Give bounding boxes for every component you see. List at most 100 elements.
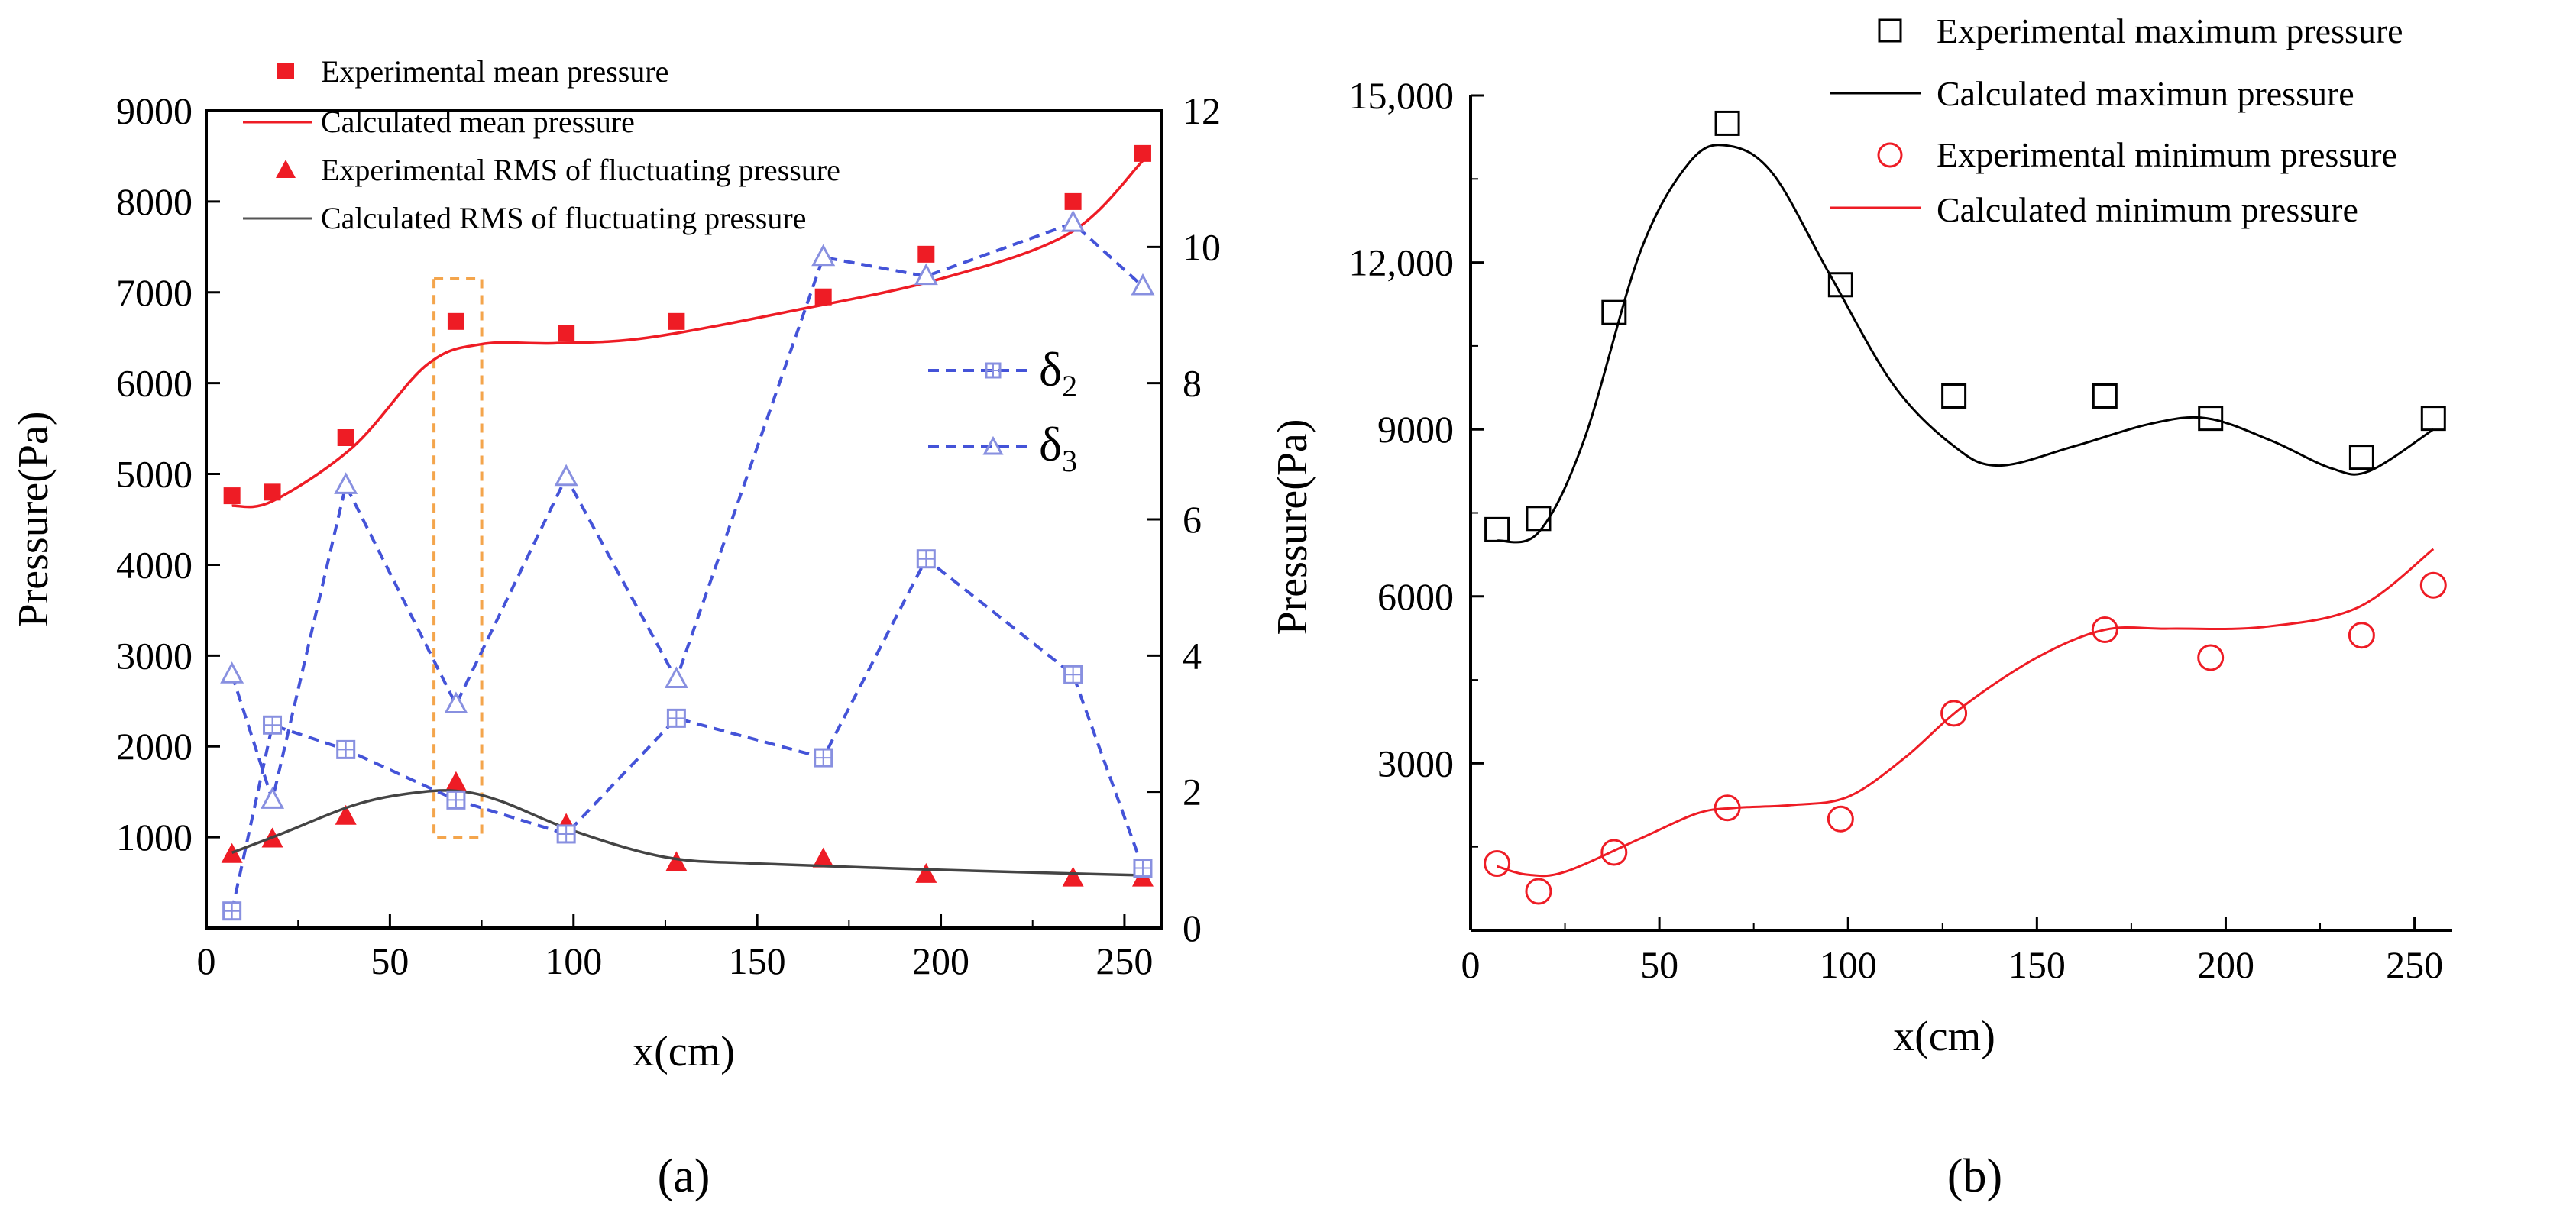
panel-b-label: (b) [1947,1150,2002,1202]
legend-marker-circle-open-red [1877,142,1903,168]
minimum-pressure-point [1600,839,1628,866]
y-tick-label: 8000 [116,180,193,223]
x-tick-label: 50 [1640,943,1678,986]
x-tick-label: 200 [2197,943,2254,986]
rms-pressure-point [1062,866,1084,887]
x-tick-label: 150 [729,939,786,982]
legend-label: Calculated maximun pressure [1937,74,2354,113]
x-tick-label: 100 [545,939,602,982]
delta3-point [334,472,358,494]
y-tick-label: 2000 [116,725,193,768]
mean-pressure-point [447,312,464,330]
mean-pressure-point [223,487,241,505]
calculated-mean-pressure-line [231,160,1144,509]
legend-label: Calculated minimum pressure [1937,190,2358,229]
legend-label: Experimental maximum pressure [1937,11,2403,50]
y-tick-label: 9000 [116,89,193,132]
rms-pressure-point [665,851,688,871]
panel-b-axes [1469,94,2452,932]
maximum-pressure-point [1601,299,1627,325]
y-tick-label: 3000 [116,634,193,677]
x-tick-label: 250 [2386,943,2443,986]
panel-a-y-tick-labels: 1000 2000 3000 4000 5000 6000 7000 8000 9000 [116,89,193,859]
mean-pressure-point [668,312,685,330]
minimum-pressure-point [1940,700,1968,727]
x-tick-label: 200 [912,939,969,982]
panel-a-label: (a) [658,1150,710,1202]
panel-b-x-axis-label: x(cm) [1893,1013,1995,1060]
minimum-pressure-point [2091,616,2118,644]
maximum-pressure-point [2348,445,2374,470]
minimum-pressure-point [1827,805,1854,833]
panel-b-y-tick-labels: 3000 6000 9000 12,000 15,000 [1349,74,1455,784]
mean-pressure-point [814,288,832,306]
delta2-legend-label: δ2 [1039,342,1077,403]
mean-pressure-point [917,245,935,263]
maximum-pressure-point [1484,516,1510,542]
x-tick-label: 0 [197,939,216,982]
panel-a-series [220,144,1155,921]
y2-tick-label: 10 [1183,225,1221,268]
legend-marker-square-open-black [1878,18,1902,43]
calculated-maximum-pressure-line [1497,144,2435,544]
delta3-point [261,787,285,809]
rms-pressure-point [445,771,467,791]
delta3-legend-marker [982,435,1004,455]
panel-a-legend: Experimental mean pressure Calculated me… [243,54,840,235]
x-tick-label: 100 [1820,943,1877,986]
rms-pressure-point [812,847,834,868]
mean-pressure-point [1064,192,1082,210]
legend-label: Experimental RMS of fluctuating pressure [321,153,840,187]
y-tick-label: 9000 [1377,408,1454,451]
panel-a-delta-legend: δ2 δ3 [928,342,1077,478]
mean-pressure-point [1134,144,1151,162]
panel-b-series [1484,110,2447,905]
x-tick-label: 150 [2008,943,2066,986]
legend-marker-triangle-red [276,160,296,178]
delta3-point [1131,273,1155,296]
legend-label: Experimental minimum pressure [1937,135,2397,174]
panel-a-y-axis-label: Pressure(Pa) [10,411,57,627]
mean-pressure-point [558,325,575,342]
x-tick-label: 250 [1095,939,1153,982]
y-tick-label: 6000 [116,362,193,405]
legend-label: Experimental mean pressure [321,54,668,89]
y-tick-label: 15,000 [1349,74,1455,117]
rms-pressure-point [221,842,243,863]
maximum-pressure-point [2092,383,2118,409]
y-tick-label: 4000 [116,543,193,586]
delta3-point [554,464,578,487]
panel-a-x-tick-labels: 0 50 100 150 200 250 [197,939,1154,982]
y2-tick-label: 2 [1183,771,1202,813]
panel-a-x-axis-label: x(cm) [633,1028,735,1075]
panel-b-x-tick-labels: 0 50 100 150 200 250 [1461,943,2444,986]
panel-b-chart: 0 50 100 150 200 250 3000 6000 9000 12,000 15,000… [1269,11,2452,1202]
maximum-pressure-point [1714,110,1740,136]
panel-a-tick-marks [205,109,1161,930]
delta3-point [1061,209,1086,232]
y-tick-label: 7000 [116,271,193,314]
mean-pressure-point [264,483,281,501]
y2-tick-label: 8 [1183,362,1202,405]
panel-b-legend: Experimental maximum pressure Calculated… [1830,11,2403,229]
y-tick-label: 6000 [1377,575,1454,618]
delta3-point [664,666,688,689]
delta2-legend-marker [985,362,1002,379]
panel-a-y2-tick-labels: 0 2 4 6 8 10 12 [1183,89,1221,949]
minimum-pressure-point [2419,571,2447,599]
rms-pressure-point [335,804,357,825]
legend-label: Calculated RMS of fluctuating pressure [321,201,806,235]
delta3-point [914,263,938,286]
y-tick-label: 12,000 [1349,241,1455,284]
maximum-pressure-point [1526,506,1552,532]
maximum-pressure-point [1941,383,1967,409]
maximum-pressure-point [2420,406,2446,432]
calculated-minimum-pressure-line [1497,548,2435,878]
minimum-pressure-point [2348,622,2375,649]
panel-b-y-axis-label: Pressure(Pa) [1269,419,1316,635]
y2-tick-label: 6 [1183,498,1202,541]
y-tick-label: 1000 [116,816,193,859]
y2-tick-label: 0 [1183,907,1202,949]
delta3-legend-label: δ3 [1039,417,1077,478]
